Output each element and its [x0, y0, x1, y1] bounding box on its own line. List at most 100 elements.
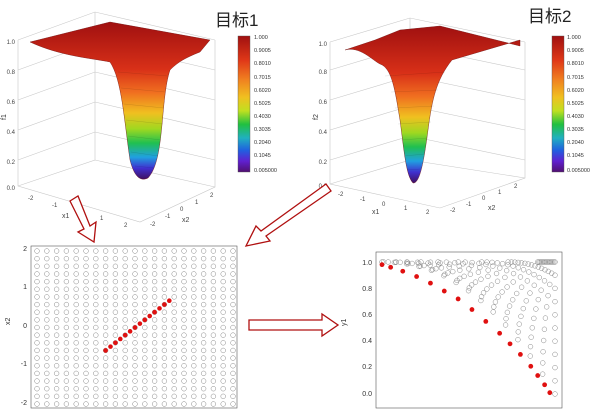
candidate-point — [132, 363, 138, 369]
colorbar-label: 0.9005 — [567, 48, 584, 54]
candidate-point — [44, 340, 50, 346]
candidate-point — [210, 278, 217, 285]
candidate-point — [53, 256, 60, 262]
candidate-point — [73, 263, 79, 269]
pareto-set-point — [157, 306, 162, 311]
dominated-point — [518, 260, 525, 266]
candidate-point — [34, 278, 40, 285]
candidate-point — [210, 370, 217, 377]
dominated-point — [545, 268, 551, 275]
candidate-point — [93, 294, 99, 300]
candidate-point — [83, 378, 89, 384]
candidate-point — [210, 340, 217, 346]
candidate-point — [200, 363, 207, 369]
candidate-point — [181, 256, 187, 262]
dominated-point — [505, 259, 511, 265]
candidate-point — [53, 370, 60, 377]
candidate-point — [83, 317, 89, 323]
candidate-point — [220, 340, 226, 346]
y-tick: 1 — [498, 190, 502, 196]
dominated-point — [504, 284, 510, 290]
dominated-point — [520, 305, 526, 312]
surface-mesh — [384, 71, 446, 171]
candidate-point — [210, 294, 217, 300]
candidate-point — [93, 263, 99, 269]
colorbar-label: 0.9005 — [254, 48, 271, 54]
colorbar-labels-goal2: 1.000 0.9005 0.8010 0.7015 0.6020 0.5025… — [567, 35, 590, 174]
pareto-front-point — [483, 319, 489, 324]
colorbar-goal1 — [237, 35, 251, 173]
candidate-point — [122, 386, 128, 392]
dominated-point — [552, 285, 558, 292]
pareto-front-point — [497, 330, 503, 336]
candidate-point — [210, 263, 217, 269]
candidate-point — [93, 256, 99, 262]
candidate-point — [102, 332, 109, 338]
candidate-point — [220, 324, 226, 331]
dominated-point — [428, 267, 435, 274]
x-tick: 2 — [426, 210, 430, 216]
candidate-point — [83, 294, 89, 300]
y-axis-label: x2 — [182, 217, 190, 224]
candidate-point — [181, 378, 187, 384]
candidate-point — [53, 309, 60, 315]
candidate-point — [200, 256, 207, 262]
candidate-point — [44, 355, 50, 361]
candidate-point — [93, 278, 99, 285]
dominated-point — [535, 264, 541, 270]
candidate-point — [210, 301, 217, 308]
candidate-point — [132, 263, 138, 269]
candidate-point — [122, 363, 128, 369]
dominated-point — [549, 270, 555, 276]
dominated-point — [538, 265, 545, 271]
dominated-point — [477, 264, 483, 271]
candidate-point — [93, 332, 99, 338]
dominated-point — [547, 281, 553, 288]
pareto-front-point — [455, 296, 461, 302]
dominated-point — [393, 259, 399, 266]
candidate-point — [93, 347, 99, 354]
candidate-point — [171, 340, 177, 346]
candidate-point — [73, 393, 79, 400]
dominated-point — [542, 267, 548, 273]
colorbar-label: 0.3035 — [567, 127, 584, 133]
candidate-point — [102, 370, 109, 377]
dominated-point — [520, 267, 527, 273]
y-tick: 1.0 — [362, 260, 372, 267]
candidate-point — [44, 393, 50, 400]
candidate-point — [63, 324, 70, 331]
candidate-point — [122, 278, 128, 285]
y-tick: 2 — [514, 184, 518, 190]
candidate-point — [230, 401, 236, 407]
dominated-point — [469, 259, 475, 266]
colorbar-label: 0.2040 — [254, 140, 271, 146]
candidate-point — [132, 317, 138, 323]
dominated-point — [515, 259, 521, 266]
candidate-point — [230, 301, 236, 308]
candidate-point — [220, 294, 226, 300]
dominated-point — [460, 261, 466, 267]
candidate-point — [230, 278, 236, 285]
candidate-point — [171, 347, 177, 354]
objective-plot-frame — [375, 251, 563, 409]
candidate-point — [73, 347, 79, 354]
dominated-point — [483, 261, 489, 268]
candidate-point — [210, 355, 217, 361]
candidate-point — [112, 378, 119, 384]
candidate-point — [102, 301, 109, 308]
dominated-point — [527, 353, 533, 359]
candidate-point — [142, 317, 148, 323]
y-tick: 0.2 — [362, 364, 372, 371]
pareto-set-point — [152, 309, 157, 315]
candidate-point — [181, 363, 187, 369]
candidate-point — [132, 248, 138, 254]
candidate-point — [230, 340, 236, 346]
candidate-point — [132, 393, 138, 400]
candidate-point — [44, 286, 50, 292]
candidate-point — [161, 248, 168, 254]
candidate-point — [171, 309, 177, 315]
dominated-point — [552, 325, 558, 331]
candidate-point — [132, 286, 138, 292]
candidate-point — [191, 286, 197, 292]
candidate-point — [73, 370, 79, 377]
